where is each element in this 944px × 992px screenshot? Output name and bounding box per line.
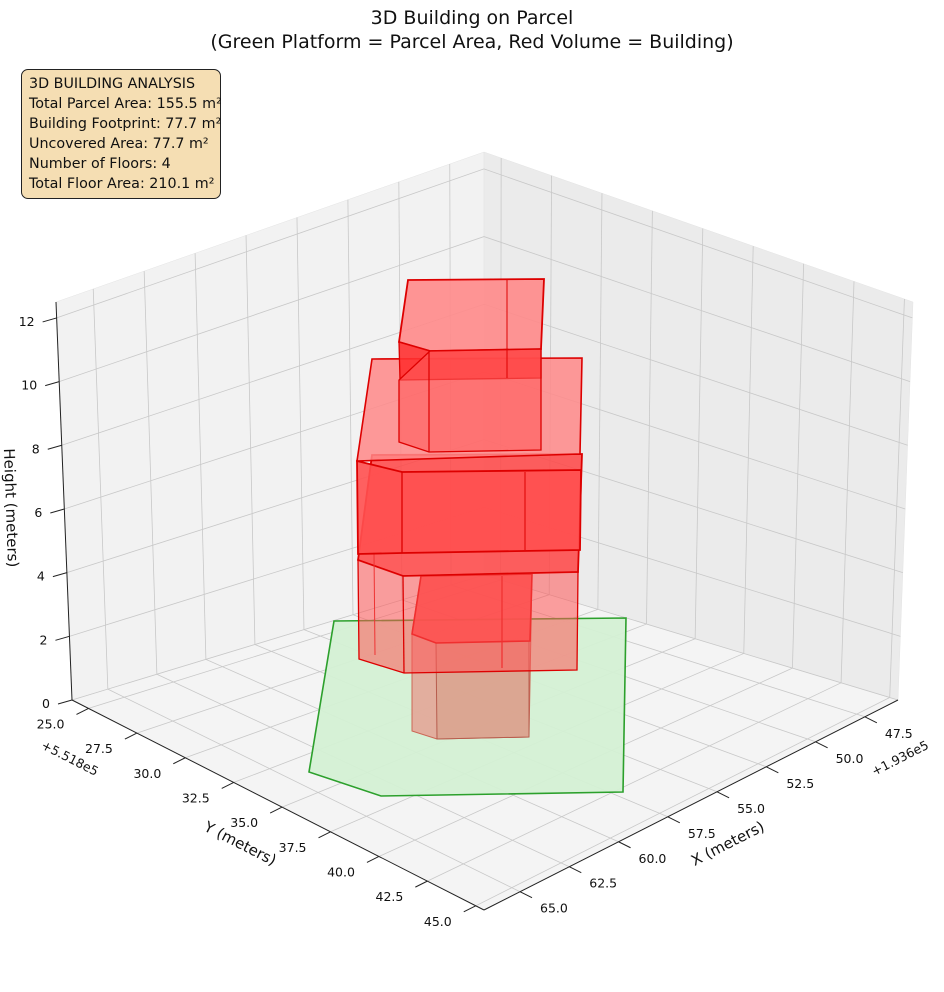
x-tick — [716, 791, 730, 799]
y-tick — [124, 732, 138, 740]
info-total-floor-area: Total Floor Area: 210.1 m² — [29, 176, 215, 192]
x-tick-label: 60.0 — [639, 851, 667, 866]
y-wall-grid-line — [889, 298, 905, 698]
x-wall-grid-line — [245, 235, 256, 645]
x-tick — [667, 816, 681, 824]
x-tick — [864, 716, 878, 724]
y-tick-label: 37.5 — [279, 840, 307, 855]
y-wall-grid-line — [694, 228, 704, 639]
y-wall-grid-line — [792, 263, 805, 669]
y-tick — [76, 707, 89, 715]
y-tick-label: 30.0 — [133, 766, 161, 781]
y-wall-grid-line — [597, 193, 603, 610]
z-tick-label: 10 — [21, 378, 37, 393]
x-tick-label: 47.5 — [885, 726, 913, 741]
info-heading: 3D BUILDING ANALYSIS — [29, 76, 196, 92]
analysis-info-box: 3D BUILDING ANALYSIS Total Parcel Area: … — [21, 69, 222, 199]
y-tick-label: 35.0 — [230, 815, 258, 830]
y-tick-label: 42.5 — [376, 889, 404, 904]
z-tick — [47, 444, 62, 450]
y-tick — [221, 781, 234, 789]
y-wall-grid-line — [743, 246, 754, 654]
info-total-parcel-area: Total Parcel Area: 155.5 m² — [29, 96, 222, 112]
y-tick — [269, 806, 283, 814]
x-tick — [815, 741, 828, 749]
x-tick-label: 62.5 — [589, 876, 617, 891]
z-tick — [45, 381, 60, 387]
z-axis-line — [55, 301, 73, 701]
y-tick-label: 27.5 — [85, 741, 113, 756]
y-tick-label: 40.0 — [327, 864, 355, 879]
x-tick-label: 52.5 — [786, 776, 814, 791]
x-tick — [618, 841, 631, 849]
x-tick-label: 55.0 — [737, 801, 765, 816]
x-wall-grid-line — [347, 199, 354, 615]
z-tick — [52, 572, 68, 578]
info-uncovered-area: Uncovered Area: 77.7 m² — [29, 136, 209, 152]
z-tick-label: 0 — [42, 696, 50, 711]
chart-title-line-1: 3D Building on Parcel — [370, 7, 574, 29]
x-wall-grid-line — [143, 271, 158, 675]
axis-ticks: 25.0 27.5 30.0 32.5 35.0 37.5 40.0 42.5 45.0 47.5… — [19, 314, 913, 929]
x-wall-grid-line — [92, 288, 109, 690]
z-tick-label: 4 — [37, 569, 45, 584]
x-tick-label: 50.0 — [836, 751, 864, 766]
z-grid-line — [59, 236, 911, 382]
x-tick — [569, 866, 582, 874]
floor-4-volume — [397, 278, 545, 453]
y-tick — [415, 880, 428, 888]
y-grid-line — [427, 682, 842, 882]
x-axis-line — [483, 699, 899, 911]
z-tick-label: 8 — [32, 441, 40, 456]
x-tick — [766, 766, 779, 774]
z-tick — [42, 317, 57, 323]
y-tick-label: 25.0 — [37, 716, 65, 731]
z-tick — [55, 635, 70, 641]
y-tick-label: 45.0 — [424, 914, 452, 929]
info-number-of-floors: Number of Floors: 4 — [29, 156, 171, 172]
z-tick — [50, 508, 65, 514]
y-tick — [318, 831, 331, 839]
y-wall-grid-line — [646, 210, 653, 625]
y-tick — [366, 856, 380, 863]
x-wall-grid-line — [194, 253, 207, 660]
chart-title-line-2: (Green Platform = Parcel Area, Red Volum… — [210, 31, 734, 53]
z-tick — [57, 699, 73, 705]
x-offset-label: +1.936e5 — [869, 737, 931, 778]
y-grid-line — [475, 697, 890, 907]
z-axis-label: Height (meters) — [0, 448, 22, 568]
y-tick-label: 32.5 — [182, 790, 210, 805]
x-grid-line — [107, 688, 521, 893]
z-tick-label: 12 — [19, 314, 35, 329]
y-tick — [463, 905, 476, 913]
x-wall-grid-line — [296, 217, 305, 630]
z-tick-label: 6 — [34, 505, 42, 520]
z-tick-label: 2 — [39, 632, 47, 647]
x-tick-label: 65.0 — [540, 901, 568, 916]
y-tick — [173, 757, 186, 765]
z-grid-line — [56, 168, 913, 319]
x-tick-label: 57.5 — [688, 826, 716, 841]
y-axis-line — [71, 699, 485, 911]
x-tick — [519, 891, 533, 899]
info-building-footprint: Building Footprint: 77.7 m² — [29, 116, 222, 132]
y-wall-grid-line — [840, 281, 855, 683]
